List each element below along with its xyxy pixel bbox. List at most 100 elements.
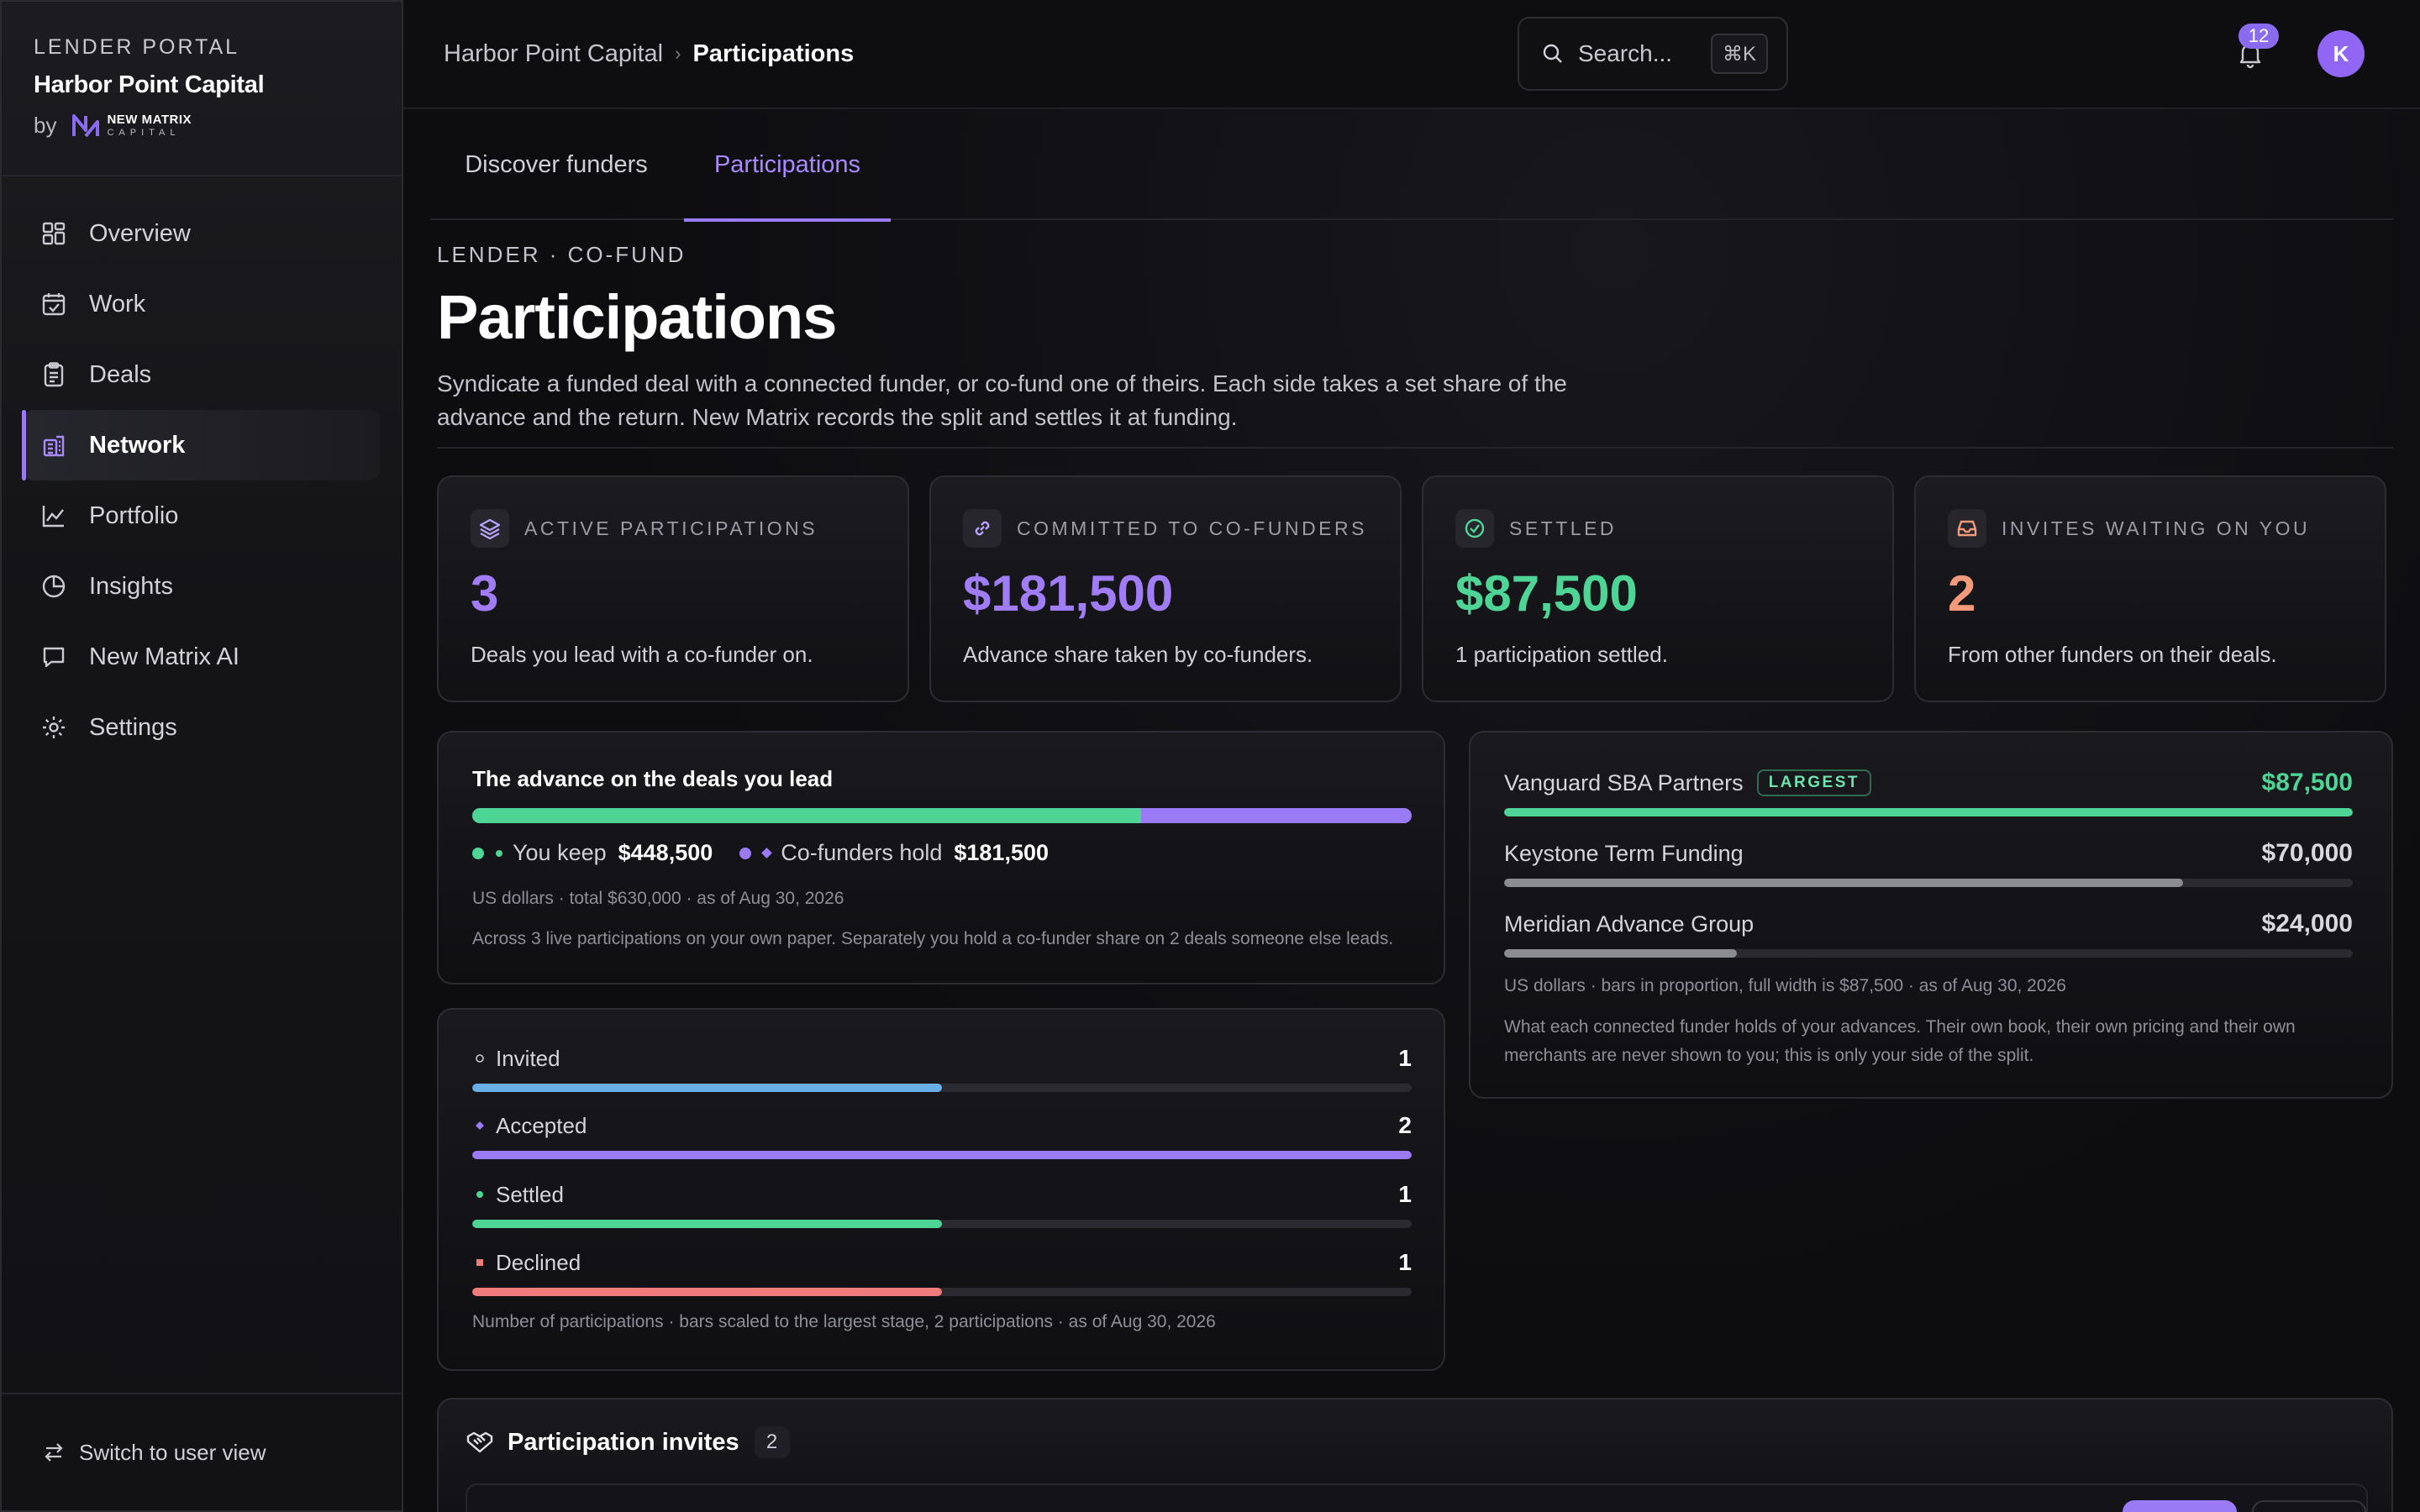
header-divider xyxy=(437,447,2393,449)
company-name: Harbor Point Capital xyxy=(34,71,265,98)
new-matrix-logo-icon xyxy=(72,113,100,137)
advance-keep-segment xyxy=(472,808,1141,823)
hold-dot-icon xyxy=(739,847,752,859)
sidebar-item-network[interactable]: Network xyxy=(22,410,380,480)
sidebar-item-label: Network xyxy=(89,431,186,459)
keep-label: You keep xyxy=(513,840,607,865)
advance-split-bar xyxy=(472,808,1412,823)
notification-badge: 12 xyxy=(2238,24,2279,49)
stat-value: 2 xyxy=(1948,565,1976,622)
invite-row xyxy=(466,1483,2368,1512)
funder-bar xyxy=(1504,879,2183,887)
switch-user-view-label: Switch to user view xyxy=(79,1439,266,1465)
stat-value: $181,500 xyxy=(963,565,1174,622)
hold-label: Co-funders hold xyxy=(781,840,943,865)
sidebar-item-label: Settings xyxy=(89,713,177,741)
sidebar-item-work[interactable]: Work xyxy=(24,269,380,339)
search-icon xyxy=(1543,44,1562,63)
search-shortcut: ⌘K xyxy=(1711,34,1768,74)
grid-icon xyxy=(42,222,66,245)
tab-discover-funders[interactable]: Discover funders xyxy=(465,150,648,178)
funder-name: Keystone Term Funding xyxy=(1504,840,1744,866)
funders-note: US dollars · bars in proportion, full wi… xyxy=(1504,976,2066,995)
participation-invites-panel: Participation invites 2 xyxy=(437,1398,2393,1512)
top-bar: Harbor Point Capital › Participations xyxy=(403,0,2420,109)
stat-card-invites-waiting: INVITES WAITING ON YOU 2 From other fund… xyxy=(1914,475,2386,702)
advance-legend: You keep $448,500 Co-funders hold $181,5… xyxy=(472,840,1049,866)
search-placeholder: Search... xyxy=(1578,40,1673,66)
invites-title: Participation invites xyxy=(508,1428,739,1456)
stat-label: INVITES WAITING ON YOU xyxy=(2002,517,2311,539)
stat-card-active-participations: ACTIVE PARTICIPATIONS 3 Deals you lead w… xyxy=(437,475,909,702)
stat-card-settled: SETTLED $87,500 1 participation settled. xyxy=(1422,475,1894,702)
search-input[interactable]: Search... ⌘K xyxy=(1518,17,1788,91)
funder-bar xyxy=(1504,949,1738,958)
stage-label: Declined xyxy=(496,1249,581,1275)
stat-caption: From other funders on their deals. xyxy=(1948,642,2277,667)
calendar-check-icon xyxy=(42,293,66,316)
stages-note: Number of participations · bars scaled t… xyxy=(472,1312,1216,1331)
stage-label: Accepted xyxy=(496,1112,587,1138)
circle-outline-icon xyxy=(472,1053,487,1063)
advance-note: US dollars · total $630,000 · as of Aug … xyxy=(472,889,844,908)
stage-count: 2 xyxy=(1398,1112,1412,1138)
stage-invited: Invited 1 xyxy=(472,1043,1412,1092)
decline-invite-button[interactable] xyxy=(2252,1500,2366,1512)
stat-caption: 1 participation settled. xyxy=(1455,642,1668,667)
chat-bubble-icon xyxy=(43,647,65,668)
sidebar-item-label: New Matrix AI xyxy=(89,643,239,670)
advance-title: The advance on the deals you lead xyxy=(472,766,834,791)
main-content: Discover funders Participations LENDER ·… xyxy=(403,109,2420,1512)
stage-bar xyxy=(472,1151,1412,1159)
funder-holdings-panel: Vanguard SBA Partners LARGEST $87,500 Ke… xyxy=(1469,731,2393,1099)
breadcrumb-company[interactable]: Harbor Point Capital xyxy=(444,39,664,67)
stat-card-committed: COMMITTED TO CO-FUNDERS $181,500 Advance… xyxy=(929,475,1402,702)
accept-invite-button[interactable] xyxy=(2123,1500,2237,1512)
funder-row-vanguard[interactable]: Vanguard SBA Partners LARGEST $87,500 xyxy=(1504,766,2353,816)
funder-row-meridian[interactable]: Meridian Advance Group $24,000 xyxy=(1504,907,2353,958)
stage-bar xyxy=(472,1084,942,1092)
sidebar-nav: Overview Work Deals Network Portfolio In… xyxy=(2,176,402,763)
portal-eyebrow: LENDER PORTAL xyxy=(34,35,240,59)
funders-footnote: What each connected funder holds of your… xyxy=(1504,1017,2296,1065)
partner-row: by NEW MATRIX CAPITAL xyxy=(34,113,370,139)
page-description: Syndicate a funded deal with a connected… xyxy=(437,370,1567,430)
stat-caption: Advance share taken by co-funders. xyxy=(963,642,1313,667)
hold-value: $181,500 xyxy=(954,840,1049,865)
link-icon xyxy=(963,509,1002,548)
sidebar-item-label: Work xyxy=(89,290,146,318)
page-header: LENDER · CO-FUND Participations Syndicat… xyxy=(437,242,2393,434)
partner-wordmark: NEW MATRIX CAPITAL xyxy=(107,113,192,138)
stat-label: COMMITTED TO CO-FUNDERS xyxy=(1017,517,1367,539)
sidebar-item-new-matrix-ai[interactable]: New Matrix AI xyxy=(24,622,380,692)
page-eyebrow: LENDER · CO-FUND xyxy=(437,242,687,267)
sidebar-item-insights[interactable]: Insights xyxy=(24,551,380,622)
stage-label: Settled xyxy=(496,1181,564,1207)
line-chart-icon xyxy=(42,506,64,528)
diamond-icon xyxy=(472,1121,487,1131)
switch-user-view-button[interactable]: Switch to user view xyxy=(2,1393,402,1510)
sidebar-item-portfolio[interactable]: Portfolio xyxy=(24,480,380,551)
stage-label: Invited xyxy=(496,1045,560,1071)
stat-value: 3 xyxy=(471,565,499,622)
advance-footnote: Across 3 live participations on your own… xyxy=(472,929,1394,948)
tab-participations[interactable]: Participations xyxy=(684,109,891,222)
funder-row-keystone[interactable]: Keystone Term Funding $70,000 xyxy=(1504,837,2353,887)
largest-badge: LARGEST xyxy=(1756,769,1871,796)
funder-amount: $87,500 xyxy=(2261,769,2353,796)
sidebar-item-overview[interactable]: Overview xyxy=(24,198,380,269)
sidebar-item-deals[interactable]: Deals xyxy=(24,339,380,410)
stage-bar xyxy=(472,1220,942,1228)
avatar[interactable]: K xyxy=(2317,30,2365,77)
sidebar-item-settings[interactable]: Settings xyxy=(24,692,380,763)
stage-settled: Settled 1 xyxy=(472,1179,1412,1228)
check-circle-icon xyxy=(1455,509,1494,548)
tab-bar: Discover funders Participations xyxy=(430,109,2393,222)
advance-hold-segment xyxy=(1140,808,1412,823)
switch-arrows-icon xyxy=(45,1443,63,1462)
funder-name: Vanguard SBA Partners xyxy=(1504,769,1744,795)
stage-count: 1 xyxy=(1398,1181,1412,1207)
breadcrumb-current: Participations xyxy=(692,39,855,67)
by-label: by xyxy=(34,113,57,138)
handshake-icon xyxy=(466,1431,493,1453)
